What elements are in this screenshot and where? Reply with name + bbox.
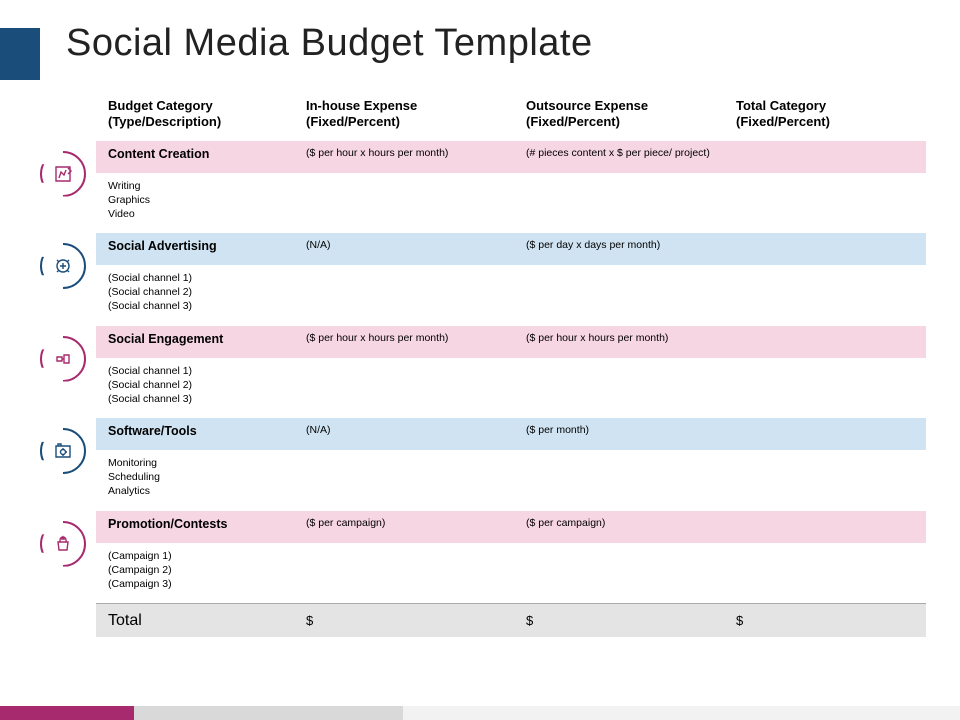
total-label: Total	[96, 612, 306, 630]
title-accent-block	[0, 28, 40, 80]
budget-table: Budget Category (Type/Description) In-ho…	[96, 98, 926, 637]
category-row: Content Creation ($ per hour x hours per…	[96, 141, 926, 173]
total-outsource: $	[526, 613, 736, 628]
sub-row: (Social channel 1) (Social channel 2) (S…	[96, 358, 926, 417]
section-software-tools: Software/Tools (N/A) ($ per month) Monit…	[96, 418, 926, 509]
outsource-meta: ($ per month)	[526, 424, 736, 437]
icon-path	[56, 167, 71, 181]
section-content-creation: Content Creation ($ per hour x hours per…	[96, 141, 926, 232]
header-inhouse: In-house Expense (Fixed/Percent)	[306, 98, 526, 131]
header-row: Budget Category (Type/Description) In-ho…	[96, 98, 926, 141]
category-row: Promotion/Contests ($ per campaign) ($ p…	[96, 511, 926, 543]
section-promotion-contests: Promotion/Contests ($ per campaign) ($ p…	[96, 511, 926, 602]
content-creation-icon-ring	[40, 151, 86, 197]
sub-row: Monitoring Scheduling Analytics	[96, 450, 926, 509]
inhouse-meta: ($ per hour x hours per month)	[306, 332, 526, 345]
sub-row: (Social channel 1) (Social channel 2) (S…	[96, 265, 926, 324]
outsource-meta: ($ per campaign)	[526, 517, 736, 530]
category-name: Software/Tools	[96, 424, 306, 438]
category-row: Software/Tools (N/A) ($ per month)	[96, 418, 926, 450]
header-text: (Fixed/Percent)	[526, 114, 620, 129]
social-engagement-icon-ring	[40, 336, 86, 382]
category-row: Social Advertising (N/A) ($ per day x da…	[96, 233, 926, 265]
category-name: Promotion/Contests	[96, 517, 306, 531]
sub-items: (Social channel 1) (Social channel 2) (S…	[96, 271, 306, 314]
footer-bar	[0, 706, 960, 720]
total-inhouse: $	[306, 613, 526, 628]
software-tools-icon-ring	[40, 428, 86, 474]
inhouse-meta: (N/A)	[306, 424, 526, 437]
gear-window-icon	[52, 440, 74, 462]
icon-path	[56, 444, 70, 457]
sub-items: Writing Graphics Video	[96, 179, 306, 222]
header-total: Total Category (Fixed/Percent)	[736, 98, 916, 131]
icon-path	[57, 260, 69, 272]
category-row: Social Engagement ($ per hour x hours pe…	[96, 326, 926, 358]
social-advertising-icon-ring	[40, 243, 86, 289]
trophy-icon	[52, 533, 74, 555]
total-category: $	[736, 613, 916, 628]
total-row: Total $ $ $	[96, 603, 926, 637]
header-outsource: Outsource Expense (Fixed/Percent)	[526, 98, 736, 131]
sub-row: Writing Graphics Video	[96, 173, 926, 232]
outsource-meta: ($ per hour x hours per month)	[526, 332, 736, 345]
header-category: Budget Category (Type/Description)	[96, 98, 306, 131]
header-text: Outsource Expense	[526, 98, 648, 113]
share-icon	[52, 348, 74, 370]
inhouse-meta: ($ per campaign)	[306, 517, 526, 530]
sub-items: (Social channel 1) (Social channel 2) (S…	[96, 364, 306, 407]
sub-items: (Campaign 1) (Campaign 2) (Campaign 3)	[96, 549, 306, 592]
icon-path	[57, 355, 69, 363]
promotion-contests-icon-ring	[40, 521, 86, 567]
header-text: (Type/Description)	[108, 114, 221, 129]
header-text: Budget Category	[108, 98, 213, 113]
category-name: Content Creation	[96, 147, 306, 161]
header-text: (Fixed/Percent)	[736, 114, 830, 129]
page-title: Social Media Budget Template	[66, 22, 593, 65]
sub-items: Monitoring Scheduling Analytics	[96, 456, 306, 499]
footer-segment-mid	[134, 706, 403, 720]
outsource-meta: (# pieces content x $ per piece/ project…	[526, 147, 736, 160]
sub-row: (Campaign 1) (Campaign 2) (Campaign 3)	[96, 543, 926, 602]
pencil-note-icon	[52, 163, 74, 185]
header-text: (Fixed/Percent)	[306, 114, 400, 129]
header-text: In-house Expense	[306, 98, 417, 113]
header-text: Total Category	[736, 98, 826, 113]
network-icon	[52, 255, 74, 277]
footer-segment-accent	[0, 706, 134, 720]
footer-segment-light	[403, 706, 960, 720]
category-name: Social Engagement	[96, 332, 306, 346]
inhouse-meta: ($ per hour x hours per month)	[306, 147, 526, 160]
icon-path	[58, 537, 68, 550]
inhouse-meta: (N/A)	[306, 239, 526, 252]
section-social-engagement: Social Engagement ($ per hour x hours pe…	[96, 326, 926, 417]
category-name: Social Advertising	[96, 239, 306, 253]
section-social-advertising: Social Advertising (N/A) ($ per day x da…	[96, 233, 926, 324]
outsource-meta: ($ per day x days per month)	[526, 239, 736, 252]
